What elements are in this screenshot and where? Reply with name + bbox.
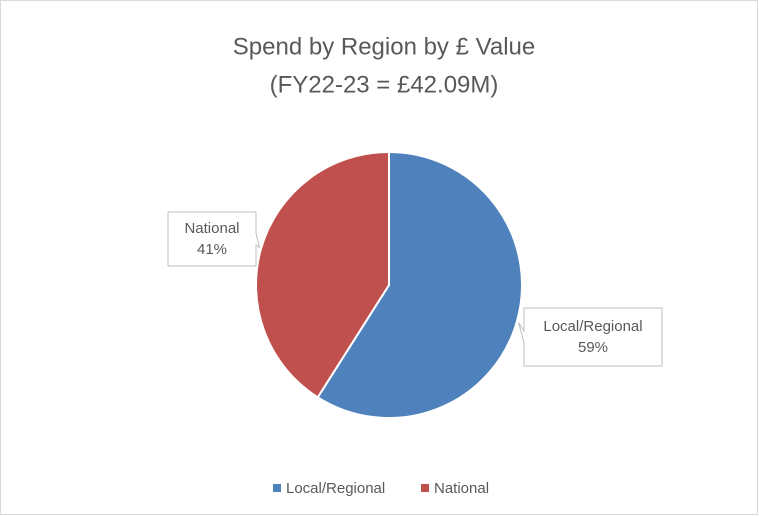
label-callout <box>518 307 663 367</box>
data-label-name: National <box>184 220 239 237</box>
label-callout <box>167 211 261 267</box>
legend-swatch <box>273 484 281 492</box>
legend-label: Local/Regional <box>286 480 385 497</box>
data-label-value: 59% <box>578 339 608 356</box>
legend-label: National <box>434 480 489 497</box>
pie-slice <box>316 150 523 419</box>
chart-title: Spend by Region by £ Value <box>233 33 535 60</box>
legend-swatch <box>421 484 429 492</box>
pie-slice <box>255 150 390 399</box>
chart-title: (FY22-23 = £42.09M) <box>270 71 499 98</box>
data-label-value: 41% <box>197 241 227 258</box>
data-label-name: Local/Regional <box>543 318 642 335</box>
